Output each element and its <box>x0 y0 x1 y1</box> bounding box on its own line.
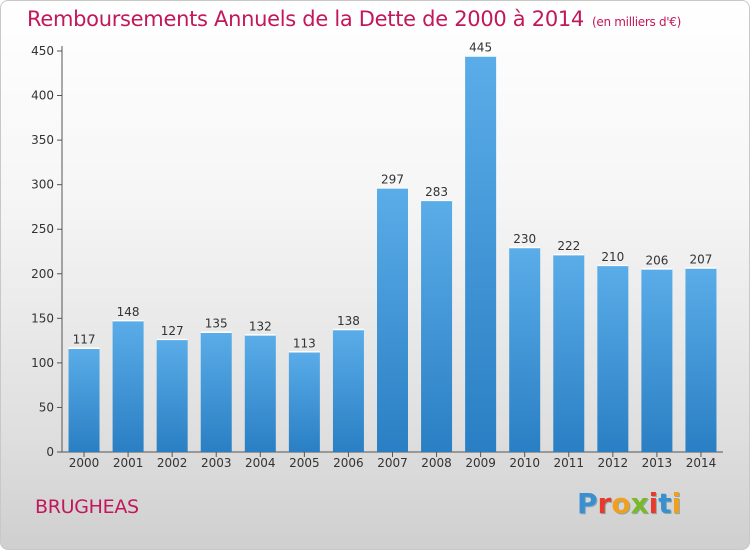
chart-title: Remboursements Annuels de la Dette de 20… <box>27 7 681 31</box>
x-tick-label: 2013 <box>642 456 673 470</box>
x-tick-label: 2008 <box>421 456 452 470</box>
y-tick-label: 0 <box>46 445 54 459</box>
y-tick-label: 200 <box>31 267 54 281</box>
data-label: 230 <box>513 232 536 246</box>
logo-letter: x <box>630 487 649 520</box>
data-label: 148 <box>117 305 140 319</box>
bar <box>509 247 541 452</box>
bar <box>288 351 320 452</box>
x-tick-label: 2012 <box>598 456 629 470</box>
bar <box>553 254 585 452</box>
data-label: 206 <box>645 253 668 267</box>
data-label: 127 <box>161 324 184 338</box>
x-tick-label: 2006 <box>333 456 364 470</box>
bar <box>112 320 144 452</box>
x-tick-label: 2007 <box>377 456 408 470</box>
logo-letter: i <box>671 487 682 520</box>
logo-letter: r <box>597 487 612 520</box>
bar <box>465 55 497 452</box>
chart-title-text: Remboursements Annuels de la Dette de 20… <box>27 7 584 31</box>
x-tick-label: 2014 <box>686 456 717 470</box>
x-tick-label: 2010 <box>509 456 540 470</box>
data-label: 113 <box>293 336 316 350</box>
bar <box>200 331 232 452</box>
data-label: 210 <box>601 250 624 264</box>
bar <box>68 347 100 452</box>
bar <box>685 267 717 452</box>
x-tick-label: 2002 <box>157 456 188 470</box>
bar <box>332 329 364 452</box>
y-tick-label: 450 <box>31 44 54 58</box>
x-tick-label: 2005 <box>289 456 320 470</box>
logo-letter: o <box>611 487 631 520</box>
logo-letter: t <box>658 487 672 520</box>
x-tick-label: 2001 <box>113 456 144 470</box>
logo-letter: i <box>648 487 659 520</box>
bar <box>421 199 453 452</box>
logo-letter: P <box>577 487 598 520</box>
bar <box>641 268 673 452</box>
x-tick-label: 2009 <box>465 456 496 470</box>
y-tick-label: 50 <box>39 400 54 414</box>
y-tick-label: 400 <box>31 89 54 103</box>
x-tick-label: 2011 <box>553 456 584 470</box>
data-label: 445 <box>469 40 492 54</box>
y-tick-label: 250 <box>31 222 54 236</box>
data-label: 132 <box>249 319 272 333</box>
data-label: 207 <box>690 253 713 267</box>
bar <box>597 264 629 452</box>
x-tick-label: 2003 <box>201 456 232 470</box>
y-tick-label: 350 <box>31 133 54 147</box>
proxiti-logo: Proxiti <box>577 487 681 520</box>
bar <box>156 338 188 452</box>
data-label: 138 <box>337 314 360 328</box>
x-tick-label: 2004 <box>245 456 276 470</box>
y-tick-label: 150 <box>31 311 54 325</box>
bar <box>244 334 276 452</box>
y-tick-label: 300 <box>31 178 54 192</box>
town-name: BRUGHEAS <box>35 496 139 518</box>
data-label: 117 <box>73 333 96 347</box>
data-label: 283 <box>425 185 448 199</box>
data-label: 135 <box>205 317 228 331</box>
y-tick-label: 100 <box>31 356 54 370</box>
unit-label: (en milliers d'€) <box>592 15 682 29</box>
x-tick-label: 2000 <box>69 456 100 470</box>
data-label: 297 <box>381 172 404 186</box>
data-label: 222 <box>557 239 580 253</box>
bar <box>377 187 408 452</box>
